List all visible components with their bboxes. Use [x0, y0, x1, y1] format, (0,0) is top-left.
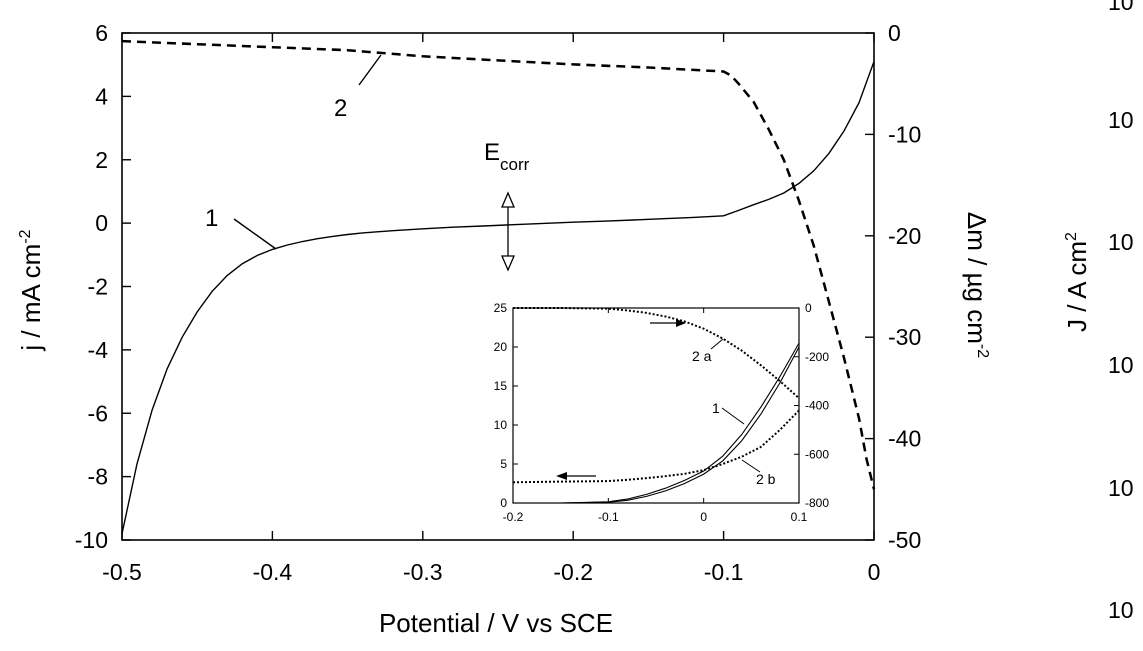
- inset-y-left-tick-label: 5: [500, 457, 507, 471]
- main-series-line-2: [121, 39, 876, 490]
- inset-label-1: 1: [712, 400, 720, 416]
- inset-x-tick-label: 0.1: [791, 510, 808, 524]
- inset-x-tick-label: 0: [700, 510, 707, 524]
- inset-plot-frame: [512, 307, 800, 504]
- inset-arrow-right-icon: [650, 319, 686, 327]
- second-y-tick-label: 10: [1108, 475, 1134, 501]
- second-y-tick-label: 10: [1108, 352, 1134, 378]
- inset-y-right-tick-label: -600: [805, 447, 829, 461]
- main-y-right-tick-label: -40: [888, 426, 921, 452]
- main-y-right-tick-label: 0: [888, 20, 901, 46]
- y-right-axis-title: Δm / µg cm-2: [962, 212, 992, 358]
- second-y-tick-label: 10: [1108, 0, 1134, 15]
- x-axis-title: Potential / V vs SCE: [379, 608, 613, 638]
- main-y-right-tick-label: -30: [888, 324, 921, 350]
- inset-y-left-tick-label: 15: [494, 379, 508, 393]
- main-y-left-tick-label: -10: [75, 527, 108, 553]
- second-y-axis-title-sup: 2: [1063, 232, 1080, 241]
- main-y-left-tick-label: 2: [95, 147, 108, 173]
- y-left-axis-title-text: j / mA cm: [16, 244, 46, 352]
- inset-label-2a: 2 a: [692, 348, 712, 364]
- y-left-axis-title-sup: -2: [17, 229, 34, 243]
- inset-x-tick-label: -0.2: [503, 510, 524, 524]
- second-y-axis-title: J / A cm2: [1062, 232, 1092, 332]
- y-left-axis-title: j / mA cm-2: [16, 229, 46, 351]
- main-y-right-tick-label: -10: [888, 121, 921, 147]
- second-y-ticks: 10 10 10 10 10 10: [1108, 0, 1134, 623]
- main-series-line-1: [121, 61, 875, 534]
- second-y-tick-label: 10: [1108, 229, 1134, 255]
- curve-label-2: 2: [334, 95, 347, 122]
- main-y-right-tick-label: -20: [888, 223, 921, 249]
- main-series: [121, 39, 876, 534]
- main-y-left-tick-label: 0: [95, 210, 108, 236]
- main-x-tick-label: 0: [868, 559, 881, 585]
- inset-label-2a-leader: [710, 338, 724, 350]
- main-x-tick-label: -0.5: [102, 559, 142, 585]
- inset-series-line-2b: [512, 409, 800, 484]
- ecorr-label-main: E: [484, 139, 500, 166]
- inset-series-line-1: [513, 346, 800, 504]
- main-y-left-tick-label: -2: [88, 274, 108, 300]
- second-y-tick-label: 10: [1108, 107, 1134, 133]
- main-ticks: -0.5 -0.4 -0.3 -0.2 -0.1 0-10-8-6-4-20246-50-…: [75, 20, 922, 585]
- inset-label-2b-leader: [741, 459, 761, 473]
- inset-y-left-tick-label: 25: [494, 301, 508, 315]
- main-x-tick-label: -0.2: [553, 559, 593, 585]
- ecorr-label: Ecorr: [484, 139, 530, 174]
- main-x-tick-label: -0.3: [403, 559, 443, 585]
- inset-y-left-tick-label: 10: [494, 418, 508, 432]
- main-y-left-tick-label: 6: [95, 20, 108, 46]
- inset-ticks: -0.2 -0.1 0 0.1 0 5 10 15 20 25 -800 -600 -400 -200 0: [494, 301, 830, 524]
- inset-label-2b: 2 b: [756, 471, 776, 487]
- curve-label-1: 1: [205, 205, 218, 232]
- inset-y-right-tick-label: -200: [805, 350, 829, 364]
- inset-y-left-tick-label: 20: [494, 340, 508, 354]
- inset-series: [512, 307, 800, 504]
- ecorr-double-arrow-icon: [501, 191, 515, 272]
- main-y-right-tick-label: -50: [888, 527, 921, 553]
- inset-x-tick-label: -0.1: [598, 510, 619, 524]
- y-right-axis-title-text: Δm / µg cm: [962, 212, 992, 344]
- inset-y-left-tick-label: 0: [500, 496, 507, 510]
- inset-y-right-tick-label: -800: [805, 496, 829, 510]
- ecorr-label-sub: corr: [500, 155, 530, 174]
- y-right-axis-title-sup: -2: [974, 344, 991, 358]
- curve-label-2-leader: [358, 54, 382, 86]
- main-y-left-tick-label: -8: [88, 464, 108, 490]
- inset-y-right-tick-label: -400: [805, 399, 829, 413]
- inset-series-line-2a: [513, 307, 800, 399]
- inset-y-right-tick-label: 0: [805, 301, 812, 315]
- main-y-left-tick-label: -4: [88, 337, 109, 363]
- second-y-axis-title-text: J / A cm: [1062, 241, 1092, 332]
- main-y-left-tick-label: 4: [95, 83, 108, 109]
- main-y-left-tick-label: -6: [88, 400, 108, 426]
- main-x-tick-label: -0.4: [253, 559, 293, 585]
- second-y-tick-label: 10: [1108, 597, 1134, 623]
- inset-arrow-left-icon: [556, 472, 596, 480]
- main-x-tick-label: -0.1: [704, 559, 744, 585]
- inset-label-1-leader: [721, 407, 745, 425]
- curve-label-1-leader: [233, 218, 277, 250]
